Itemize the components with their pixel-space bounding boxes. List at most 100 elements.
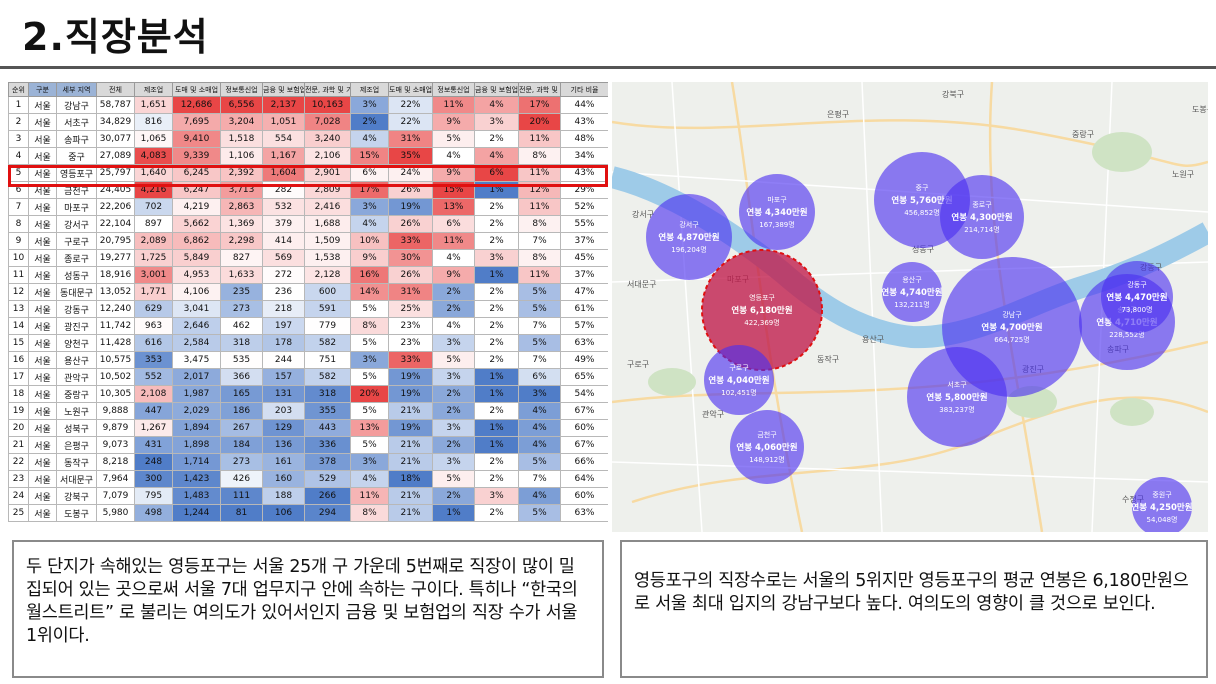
- table-cell: 2%: [474, 504, 519, 522]
- table-cell: 336: [304, 436, 351, 454]
- table-cell: 702: [134, 198, 173, 216]
- table-cell: 4,083: [134, 147, 173, 165]
- map-place-label: 용산구: [862, 334, 884, 344]
- table-cell: 17%: [350, 181, 389, 199]
- table-cell: 4: [8, 147, 29, 165]
- map-place-label: 서대문구: [627, 280, 656, 289]
- table-cell: 600: [304, 283, 351, 301]
- table-cell: 963: [134, 317, 173, 335]
- table-header-cell: 세부 지역: [56, 82, 97, 97]
- table-cell: 3,204: [220, 113, 263, 131]
- table-cell: 중랑구: [56, 385, 97, 403]
- table-cell: 43%: [560, 164, 608, 182]
- table-cell: 2%: [474, 232, 519, 250]
- bubble-circle: [730, 410, 804, 484]
- map-place-label: 도봉구: [1192, 105, 1208, 114]
- table-cell: 197: [262, 317, 305, 335]
- table-cell: 2%: [432, 385, 475, 403]
- table-cell: 2,863: [220, 198, 263, 216]
- bubble-circle: [1101, 261, 1173, 333]
- table-cell: 552: [134, 368, 173, 386]
- table-cell: 244: [262, 351, 305, 369]
- table-cell: 25,797: [96, 164, 135, 182]
- table-cell: 353: [134, 351, 173, 369]
- table-cell: 3%: [432, 368, 475, 386]
- table-cell: 273: [220, 453, 263, 471]
- table-cell: 중구: [56, 147, 97, 165]
- table-cell: 3%: [518, 385, 561, 403]
- bubble-salary: 연봉 4,700만원: [981, 322, 1042, 333]
- table-cell: 188: [262, 487, 305, 505]
- table-cell: 2,106: [304, 147, 351, 165]
- table-cell: 동작구: [56, 453, 97, 471]
- table-cell: 11%: [350, 487, 389, 505]
- table-cell: 569: [262, 249, 305, 267]
- table-row: 5 서울 영등포구 25,797 1,640 6,245 2,392 1,604 2,901 6%…: [8, 164, 608, 182]
- table-cell: 4%: [474, 147, 519, 165]
- table-cell: 34%: [560, 147, 608, 165]
- table-cell: 5%: [518, 504, 561, 522]
- table-cell: 7%: [518, 470, 561, 488]
- table-row: 8 서울 강서구 22,104 897 5,662 1,369 379 1,688 4% 26% 6%…: [8, 215, 608, 233]
- table-cell: 서울: [28, 334, 57, 352]
- table-cell: 2,298: [220, 232, 263, 250]
- table-cell: 2%: [432, 402, 475, 420]
- bubble-name: 영등포구: [749, 293, 775, 302]
- table-cell: 23%: [388, 334, 433, 352]
- table-cell: 22: [8, 453, 29, 471]
- bubble-name: 강서구: [679, 220, 699, 229]
- table-cell: 5%: [432, 470, 475, 488]
- table-cell: 267: [220, 419, 263, 437]
- bubble-name: 중구: [916, 184, 929, 192]
- table-cell: 강북구: [56, 487, 97, 505]
- table-cell: 22,104: [96, 215, 135, 233]
- table-cell: 33%: [388, 351, 433, 369]
- table-cell: 63%: [560, 504, 608, 522]
- table-cell: 33%: [388, 232, 433, 250]
- table-cell: 6,556: [220, 96, 263, 114]
- table-cell: 67%: [560, 436, 608, 454]
- table-cell: 1,518: [220, 130, 263, 148]
- table-cell: 관악구: [56, 368, 97, 386]
- table-cell: 20,795: [96, 232, 135, 250]
- table-cell: 13,052: [96, 283, 135, 301]
- table-cell: 218: [262, 300, 305, 318]
- table-cell: 7%: [518, 232, 561, 250]
- table-cell: 4,216: [134, 181, 173, 199]
- table-header-cell: 정보통신업: [220, 82, 263, 97]
- table-cell: 6%: [350, 164, 389, 182]
- table-cell: 서대문구: [56, 470, 97, 488]
- bubble-name: 금천구: [757, 430, 777, 439]
- table-cell: 1%: [432, 504, 475, 522]
- table-cell: 897: [134, 215, 173, 233]
- table-cell: 2,137: [262, 96, 305, 114]
- table-cell: 22%: [388, 96, 433, 114]
- bubble-name: 종로구: [972, 201, 992, 209]
- bubble-name: 마포구: [767, 195, 787, 204]
- table-cell: 12,240: [96, 300, 135, 318]
- table-cell: 1,898: [172, 436, 221, 454]
- table-cell: 35%: [388, 147, 433, 165]
- analysis-text-box-left: 두 단지가 속해있는 영등포구는 서울 25개 구 가운데 5번째로 직장이 많…: [12, 540, 604, 678]
- table-cell: 1,714: [172, 453, 221, 471]
- table-cell: 1,509: [304, 232, 351, 250]
- table-cell: 10,305: [96, 385, 135, 403]
- table-cell: 3: [8, 130, 29, 148]
- table-cell: 7%: [518, 317, 561, 335]
- table-cell: 3%: [474, 113, 519, 131]
- table-cell: 2,108: [134, 385, 173, 403]
- table-cell: 63%: [560, 334, 608, 352]
- table-cell: 1,244: [172, 504, 221, 522]
- table-cell: 서울: [28, 181, 57, 199]
- table-cell: 14%: [350, 283, 389, 301]
- table-cell: 10%: [350, 232, 389, 250]
- table-cell: 7: [8, 198, 29, 216]
- table-cell: 30,077: [96, 130, 135, 148]
- table-cell: 498: [134, 504, 173, 522]
- table-cell: 22%: [388, 113, 433, 131]
- table-cell: 1,604: [262, 164, 305, 182]
- table-cell: 서울: [28, 436, 57, 454]
- table-cell: 431: [134, 436, 173, 454]
